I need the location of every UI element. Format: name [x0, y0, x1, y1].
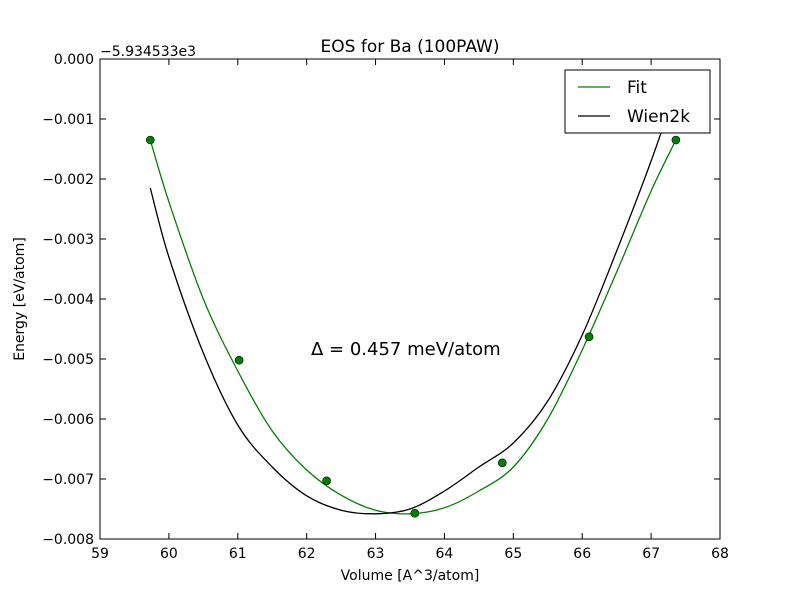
- x-tick-label: 61: [229, 546, 247, 562]
- data-point: [410, 508, 420, 518]
- x-tick-label: 64: [436, 546, 454, 562]
- x-tick-label: 66: [573, 546, 591, 562]
- data-point: [671, 135, 681, 145]
- y-tick-label: −0.004: [42, 292, 94, 308]
- points-layer: [145, 135, 681, 518]
- x-tick-label: 62: [298, 546, 316, 562]
- legend-box: [564, 69, 711, 134]
- y-tick-label: −0.002: [42, 172, 94, 188]
- delta-annotation: Δ = 0.457 meV/atom: [311, 339, 501, 360]
- x-axis-label: Volume [A^3/atom]: [341, 568, 480, 584]
- chart-title: EOS for Ba (100PAW): [321, 37, 500, 57]
- data-point: [145, 135, 155, 145]
- x-tick-label: 59: [91, 546, 109, 562]
- y-tick-label: −0.001: [42, 112, 94, 128]
- y-axis: −0.008 −0.007 −0.006 −0.005 −0.004 −0.003 −0.0…: [42, 52, 720, 548]
- y-tick-label: −0.007: [42, 472, 94, 488]
- legend-wien2k-label: Wien2k: [627, 107, 690, 127]
- y-tick-label: −0.006: [42, 412, 94, 428]
- series-line-fit: [149, 139, 677, 515]
- y-tick-label: −0.003: [42, 232, 94, 248]
- data-point: [234, 355, 244, 365]
- x-tick-label: 63: [367, 546, 385, 562]
- data-point: [498, 458, 507, 468]
- y-tick-label: −0.005: [42, 352, 94, 368]
- x-tick-label: 60: [160, 546, 178, 562]
- legend: Fit Wien2k: [564, 69, 711, 134]
- y-axis-label: Energy [eV/atom]: [12, 237, 28, 361]
- x-tick-label: 68: [711, 546, 729, 562]
- y-tick-label: 0.000: [54, 52, 94, 68]
- x-axis: 59 60 61 62 63 64 65 66 67 68: [91, 59, 729, 562]
- y-offset-label: −5.934533e3: [100, 44, 196, 60]
- data-point: [322, 476, 331, 486]
- series-layer: [149, 88, 677, 515]
- legend-fit-label: Fit: [627, 78, 647, 98]
- x-tick-label: 67: [642, 546, 660, 562]
- y-tick-label: −0.008: [42, 532, 94, 548]
- series-line-wien2k: [149, 88, 677, 515]
- x-tick-label: 65: [504, 546, 522, 562]
- data-point: [584, 332, 594, 342]
